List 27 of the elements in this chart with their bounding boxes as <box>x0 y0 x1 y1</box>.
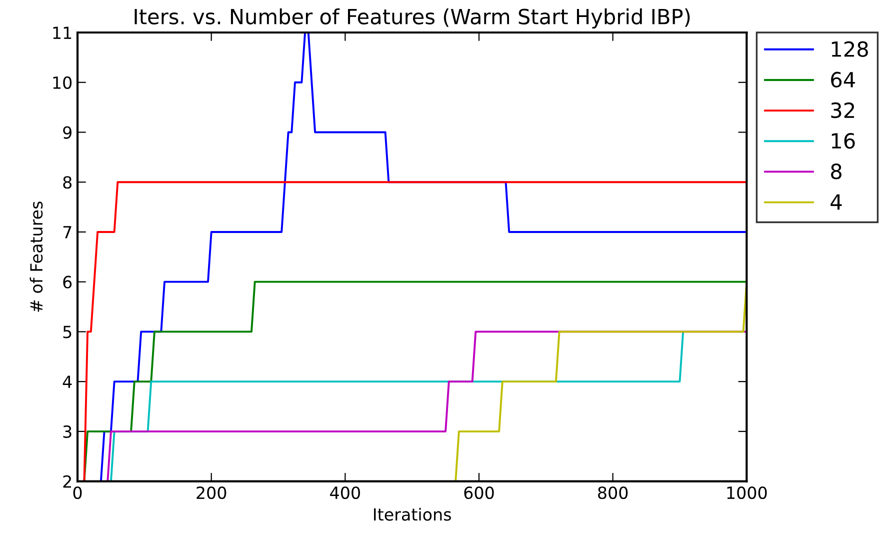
x-tick-label: 200 <box>196 486 226 500</box>
x-axis-title: Iterations <box>374 508 451 521</box>
y-tick-label: 10 <box>53 76 72 89</box>
y-tick-label: 5 <box>63 326 72 338</box>
chart-title: Iters. vs. Number of Features (Warm Start Hybrid IBP) <box>134 8 690 29</box>
x-tick-label: 400 <box>330 486 360 500</box>
line-series <box>83 280 747 482</box>
y-tick-label: 8 <box>63 176 72 189</box>
y-axis-title: # of Features <box>30 202 43 312</box>
x-tick-label: 800 <box>598 486 628 500</box>
y-tick-label: 4 <box>62 376 72 388</box>
y-tick-label: 6 <box>63 276 72 288</box>
legend-label: 128 <box>832 41 868 57</box>
x-tick-label: 0 <box>73 486 82 500</box>
legend-label: 32 <box>831 102 854 118</box>
y-tick-label: 7 <box>63 226 72 238</box>
legend-label: 64 <box>831 72 855 88</box>
y-tick-label: 11 <box>53 26 72 39</box>
y-tick-label: 9 <box>63 126 72 139</box>
legend-label: 8 <box>831 164 842 180</box>
line-series <box>83 181 747 482</box>
y-tick-label: 3 <box>63 425 72 438</box>
legend-label: 4 <box>830 194 842 210</box>
x-tick-label: 1000 <box>727 486 767 500</box>
legend-label: 16 <box>832 132 855 149</box>
x-tick-label: 600 <box>464 486 494 500</box>
y-tick-label: 2 <box>63 475 71 488</box>
